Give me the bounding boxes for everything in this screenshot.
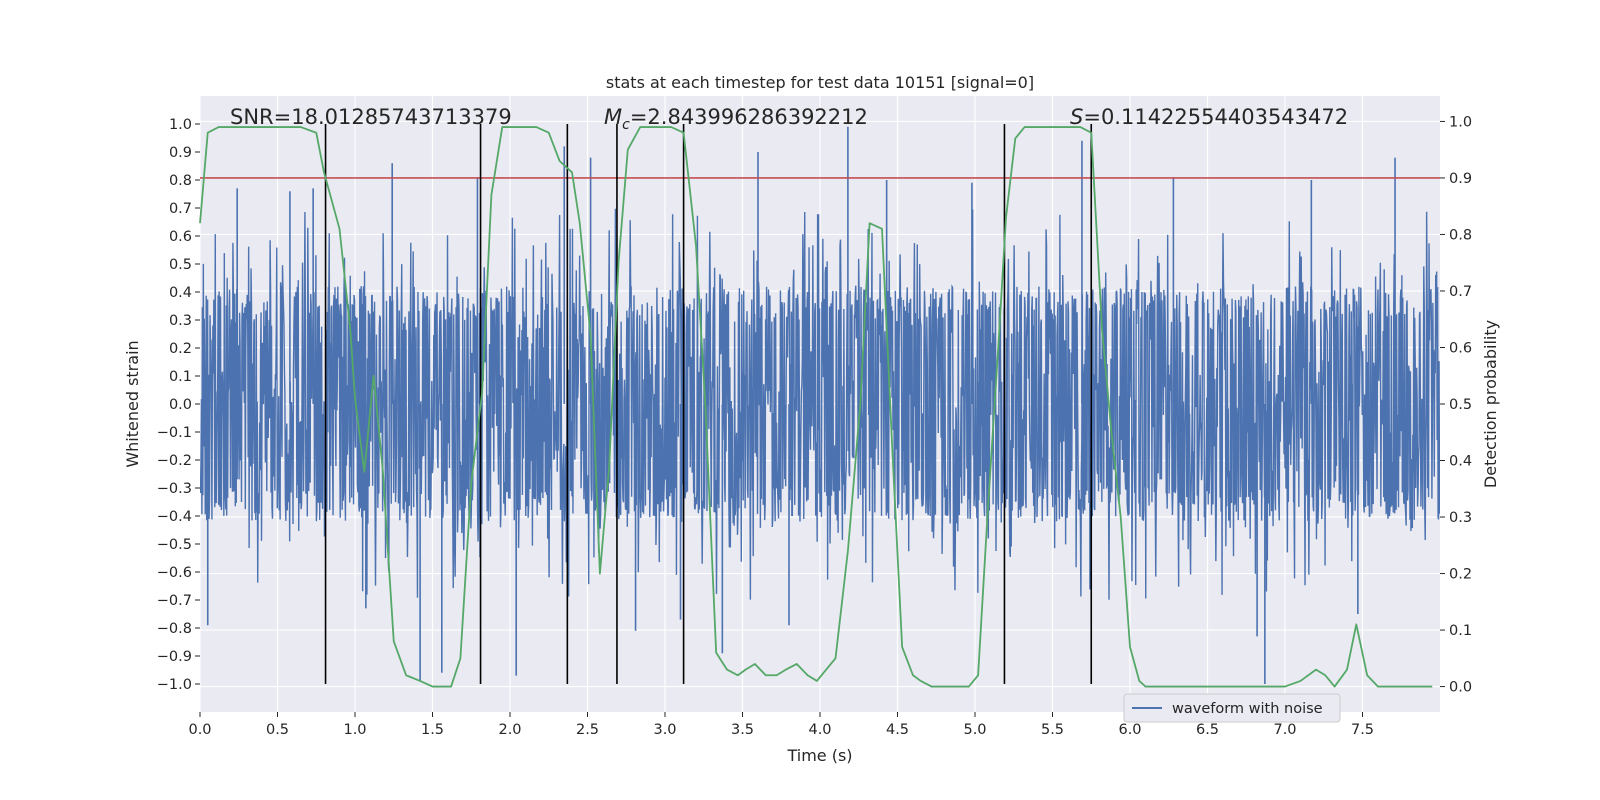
x-tick-label-11: 5.5 <box>1041 722 1064 738</box>
x-tick-label-0: 0.0 <box>188 722 211 738</box>
legend: waveform with noise <box>1123 693 1341 723</box>
x-tick-label-8: 4.0 <box>808 722 831 738</box>
y-axis-label: Whitened strain <box>123 340 142 467</box>
x-tick-label-2: 1.0 <box>343 722 366 738</box>
chart-title: stats at each timestep for test data 101… <box>606 73 1034 92</box>
y2-tick-label-3: 0.7 <box>1449 284 1472 300</box>
x-tick-label-1: 0.5 <box>266 722 289 738</box>
x-tick-label-15: 7.5 <box>1351 722 1374 738</box>
x-axis-label: Time (s) <box>786 746 852 765</box>
y2-tick-label-5: 0.5 <box>1449 397 1472 413</box>
y2-tick-label-4: 0.6 <box>1449 340 1472 356</box>
legend-entry-waveform: waveform with noise <box>1172 701 1323 717</box>
x-tick-label-4: 2.0 <box>498 722 521 738</box>
y-tick-label-10: 0.0 <box>169 397 192 413</box>
mc-subscript: c <box>622 117 630 133</box>
y-tick-label-16: −0.6 <box>157 565 192 581</box>
snr-annotation: SNR=18.01285743713379 <box>230 105 512 129</box>
x-tick-label-5: 2.5 <box>576 722 599 738</box>
y-tick-label-19: −0.9 <box>157 649 192 665</box>
waveform-line <box>200 208 1440 600</box>
probability-series <box>199 126 1433 688</box>
y2-tick-label-9: 0.1 <box>1449 623 1472 639</box>
y-axis-ticks: 1.0 0.9 0.8 0.7 0.6 0.5 0.4 0.3 0.2 0.1 0.0 −0.1 −0.… <box>157 117 200 693</box>
x-tick-label-10: 5.0 <box>963 722 986 738</box>
x-tick-label-7: 3.5 <box>731 722 754 738</box>
mc-value: =2.843996286392212 <box>630 105 868 129</box>
y-tick-label-3: 0.7 <box>169 201 192 217</box>
y2-tick-label-6: 0.4 <box>1449 454 1472 470</box>
y2-tick-label-8: 0.2 <box>1449 567 1472 583</box>
y2-tick-label-7: 0.3 <box>1449 510 1472 526</box>
y-tick-label-18: −0.8 <box>157 621 192 637</box>
waveform-series <box>200 126 1440 684</box>
y-tick-label-20: −1.0 <box>157 677 192 693</box>
legend-box <box>1123 693 1341 723</box>
y-tick-label-2: 0.8 <box>169 173 192 189</box>
s-symbol: S <box>1070 105 1083 129</box>
chirp-mass-annotation: Mc=2.843996286392212 <box>604 105 868 133</box>
x-tick-label-12: 6.0 <box>1118 722 1141 738</box>
y-tick-label-0: 1.0 <box>169 117 192 133</box>
vertical-lines <box>324 124 1093 684</box>
y-tick-label-15: −0.5 <box>157 537 192 553</box>
y-tick-label-7: 0.3 <box>169 313 192 329</box>
x-axis-ticks: 0.0 0.5 1.0 1.5 2.0 2.5 3.0 3.5 4.0 4.5 5.0 5.5 6.0 6… <box>188 712 1374 738</box>
y-tick-label-4: 0.6 <box>169 229 192 245</box>
y2-axis-label: Detection probability <box>1481 320 1500 488</box>
mc-symbol: M <box>604 105 622 129</box>
s-annotation: S=0.11422554403543472 <box>1070 105 1348 129</box>
x-tick-label-13: 6.5 <box>1196 722 1219 738</box>
y2-tick-label-10: 0.0 <box>1449 680 1472 696</box>
y-tick-label-17: −0.7 <box>157 593 192 609</box>
y-tick-label-11: −0.1 <box>157 425 192 441</box>
y-tick-label-9: 0.1 <box>169 369 192 385</box>
y-tick-label-14: −0.4 <box>157 509 192 525</box>
x-tick-label-14: 7.0 <box>1273 722 1296 738</box>
x-tick-label-9: 4.5 <box>886 722 909 738</box>
x-tick-label-6: 3.0 <box>653 722 676 738</box>
y2-tick-label-1: 0.9 <box>1449 171 1472 187</box>
s-value: =0.11422554403543472 <box>1083 105 1348 129</box>
y-tick-label-13: −0.3 <box>157 481 192 497</box>
y2-tick-label-0: 1.0 <box>1449 114 1472 130</box>
y2-axis-ticks: 1.0 0.9 0.8 0.7 0.6 0.5 0.4 0.3 0.2 0.1 0.0 <box>1440 114 1472 696</box>
y-tick-label-1: 0.9 <box>169 145 192 161</box>
y2-tick-label-2: 0.8 <box>1449 227 1472 243</box>
probability-line <box>199 126 1433 688</box>
y-tick-label-5: 0.5 <box>169 257 192 273</box>
y-tick-label-8: 0.2 <box>169 341 192 357</box>
y-tick-label-12: −0.2 <box>157 453 192 469</box>
x-tick-label-3: 1.5 <box>421 722 444 738</box>
y-tick-label-6: 0.4 <box>169 285 192 301</box>
